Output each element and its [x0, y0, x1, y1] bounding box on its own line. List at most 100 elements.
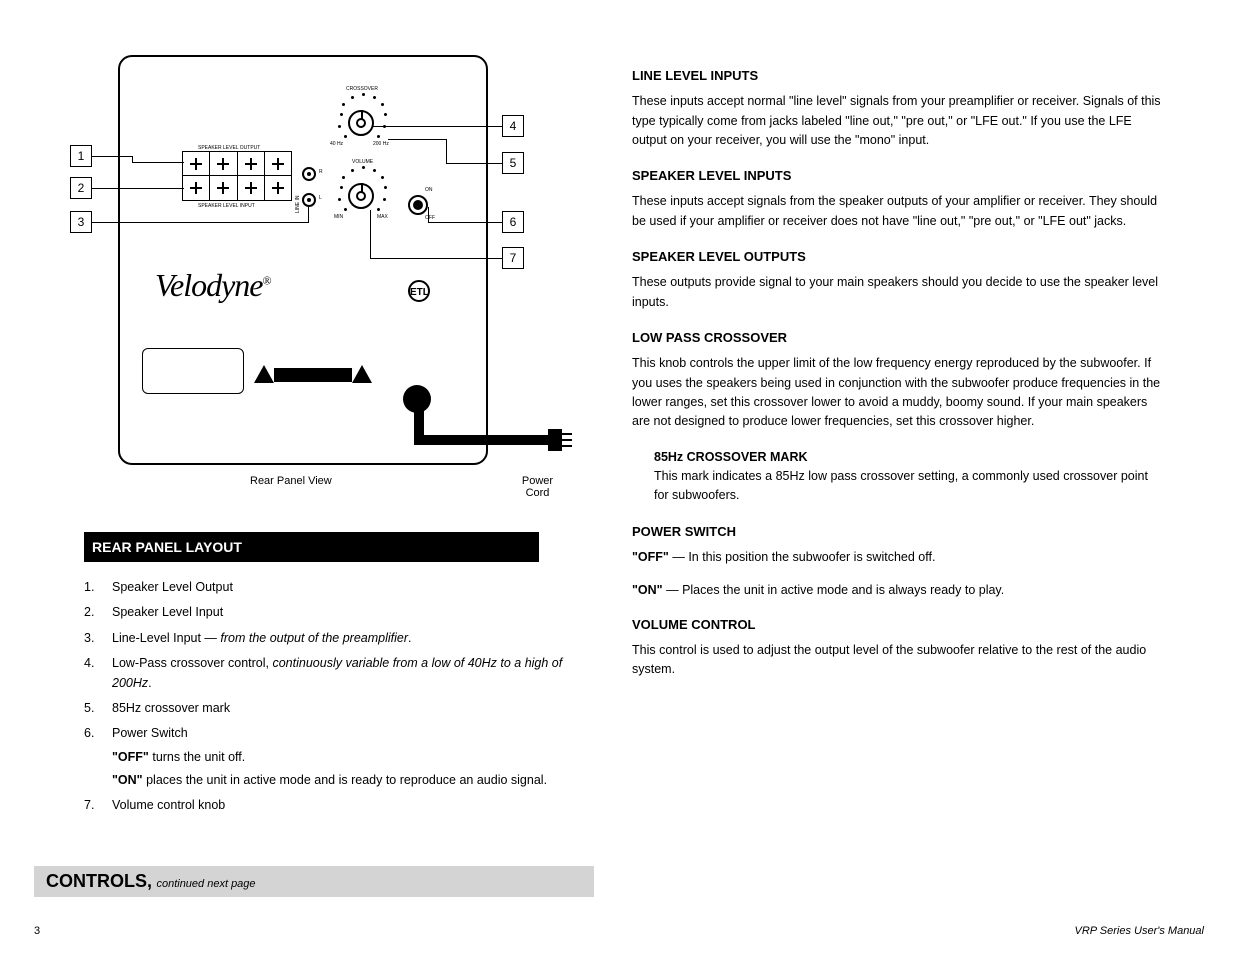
rear-panel-diagram: 1 2 3 4 5 6 7 SPEAKER LEVEL OUTPUT SPEAK… [70, 55, 565, 475]
terminal-label-top: SPEAKER LEVEL OUTPUT [198, 145, 260, 151]
paragraph: These inputs accept signals from the spe… [632, 192, 1162, 231]
etl-mark-icon: ETL [408, 280, 430, 302]
list-item: 5.85Hz crossover mark [84, 699, 574, 718]
subsection-heading: VOLUME CONTROL [632, 615, 1162, 635]
vol-max: MAX [377, 214, 388, 220]
leader [92, 222, 308, 223]
knob-min: 40 Hz [330, 141, 343, 147]
plug-prong [562, 433, 572, 435]
switch-on: ON [425, 187, 433, 193]
caution-bar [274, 368, 352, 382]
leader [428, 222, 502, 223]
list-item: 6. Power Switch "OFF" turns the unit off… [84, 724, 574, 790]
lightning-triangle-icon [254, 365, 274, 383]
paragraph: These outputs provide signal to your mai… [632, 273, 1162, 312]
tick [351, 96, 354, 99]
controls-heading: CONTROLS, continued next page [34, 866, 594, 897]
power-switch [408, 195, 428, 215]
callout-4: 4 [502, 115, 524, 137]
paragraph: These inputs accept normal "line level" … [632, 92, 1162, 150]
caption-power-cord: Power Cord [510, 475, 565, 499]
rca-r-label: R [319, 169, 323, 175]
callout-3: 3 [70, 211, 92, 233]
rear-panel-list: 1.Speaker Level Output 2.Speaker Level I… [84, 578, 574, 822]
leader [388, 139, 446, 140]
exclaim-triangle-icon [352, 365, 372, 383]
leader [92, 188, 184, 189]
subsection-heading: LOW PASS CROSSOVER [632, 328, 1162, 348]
tick [383, 125, 386, 128]
tick [381, 176, 384, 179]
tick [338, 198, 341, 201]
tick [381, 103, 384, 106]
tick [340, 113, 343, 116]
tick [373, 169, 376, 172]
terminal-label-bottom: SPEAKER LEVEL INPUT [198, 203, 255, 209]
tick [351, 169, 354, 172]
paragraph: This mark indicates a 85Hz low pass cros… [654, 467, 1162, 506]
tick [344, 135, 347, 138]
tick [383, 198, 386, 201]
paragraph: "OFF" — In this position the subwoofer i… [632, 548, 1162, 567]
tick [342, 176, 345, 179]
panel-outline [118, 55, 488, 465]
brand-logo: Velodyne® [155, 267, 271, 304]
subsection-heading: SPEAKER LEVEL INPUTS [632, 166, 1162, 186]
tick [338, 125, 341, 128]
list-item: 3.Line-Level Input — from the output of … [84, 629, 574, 648]
subsection-heading: POWER SWITCH [632, 522, 1162, 542]
vol-min: MIN [334, 214, 343, 220]
rca-l-label: L [319, 195, 322, 201]
tick [377, 135, 380, 138]
leader [132, 162, 184, 163]
page-number: 3 [34, 925, 40, 937]
paragraph: This control is used to adjust the outpu… [632, 641, 1162, 680]
plug-icon [548, 429, 562, 451]
manual-title: VRP Series User's Manual [1075, 925, 1204, 937]
paragraph: This knob controls the upper limit of th… [632, 354, 1162, 432]
cord-segment [414, 435, 554, 445]
switch-off: OFF [425, 215, 435, 221]
tick [373, 96, 376, 99]
knob-title: CROSSOVER [346, 86, 378, 92]
leader [92, 156, 132, 157]
tick [344, 208, 347, 211]
list-item: 2.Speaker Level Input [84, 603, 574, 622]
leader [370, 258, 502, 259]
tick [377, 208, 380, 211]
list-item: 4.Low-Pass crossover control, continuous… [84, 654, 574, 693]
section-heading: REAR PANEL LAYOUT [84, 532, 539, 562]
callout-5: 5 [502, 152, 524, 174]
rca-right [302, 167, 316, 181]
plug-prong [562, 445, 572, 447]
tick [384, 113, 387, 116]
right-column: LINE LEVEL INPUTS These inputs accept no… [632, 66, 1162, 696]
callout-2: 2 [70, 177, 92, 199]
speaker-terminal-block [182, 151, 292, 201]
leader [370, 126, 502, 127]
leader [370, 210, 371, 259]
rca-left [302, 193, 316, 207]
serial-label-box [142, 348, 244, 394]
knob-max: 200 Hz [373, 141, 389, 147]
crossover-knob [348, 110, 374, 136]
tick [342, 103, 345, 106]
volume-knob [348, 183, 374, 209]
subsection-heading: LINE LEVEL INPUTS [632, 66, 1162, 86]
list-item: 7.Volume control knob [84, 796, 574, 815]
subsection-heading: 85Hz CROSSOVER MARK [654, 448, 1162, 467]
subsection-heading: SPEAKER LEVEL OUTPUTS [632, 247, 1162, 267]
list-item: 1.Speaker Level Output [84, 578, 574, 597]
paragraph: "ON" — Places the unit in active mode an… [632, 581, 1162, 600]
tick [340, 186, 343, 189]
callout-6: 6 [502, 211, 524, 233]
callout-1: 1 [70, 145, 92, 167]
line-in-label: LINE IN [295, 195, 301, 213]
tick [362, 166, 365, 169]
tick [384, 186, 387, 189]
leader [446, 139, 447, 163]
leader [308, 207, 309, 223]
caption-rear-panel: Rear Panel View [250, 475, 332, 487]
tick [362, 93, 365, 96]
plug-prong [562, 439, 572, 441]
